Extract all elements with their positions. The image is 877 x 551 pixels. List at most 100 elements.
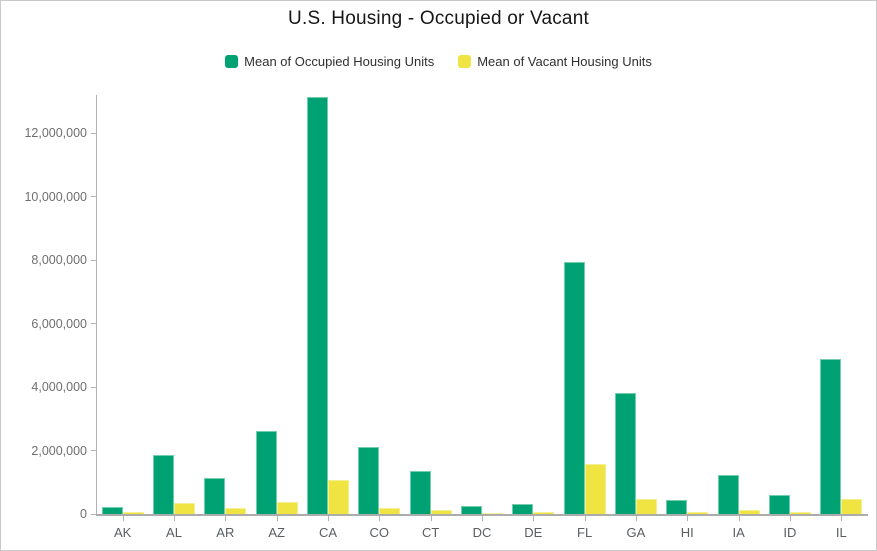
x-axis-cell-co: CO: [354, 516, 405, 548]
bar-ar-occupied[interactable]: [204, 478, 226, 514]
x-axis-tick: [635, 516, 637, 521]
bar-ga-vacant[interactable]: [635, 499, 657, 514]
x-axis-label: GA: [626, 525, 646, 540]
bar-group-ar: [200, 95, 251, 514]
bar-ca-occupied[interactable]: [306, 97, 328, 514]
x-axis-tick: [789, 516, 791, 521]
bar-group-al: [148, 95, 199, 514]
x-axis-label: FL: [577, 525, 593, 540]
bar-group-dc: [456, 95, 507, 514]
legend: Mean of Occupied Housing Units Mean of V…: [1, 54, 876, 69]
x-axis-tick: [533, 516, 535, 521]
bar-group-id: [764, 95, 815, 514]
y-axis-tick-label: 10,000,000: [24, 189, 87, 204]
x-axis-tick: [584, 516, 586, 521]
x-axis-label: CT: [421, 525, 440, 540]
bar-group-ca: [302, 95, 353, 514]
bar-ca-vacant[interactable]: [327, 480, 349, 514]
legend-item-vacant[interactable]: Mean of Vacant Housing Units: [458, 54, 652, 69]
x-axis-cell-de: DE: [508, 516, 559, 548]
bar-dc-occupied[interactable]: [460, 506, 482, 514]
y-axis-tick-label: 6,000,000: [31, 316, 87, 331]
occupied-series-swatch-icon: [225, 55, 239, 68]
x-axis-cell-ia: IA: [713, 516, 764, 548]
bar-il-vacant[interactable]: [841, 499, 863, 514]
bar-hi-vacant[interactable]: [687, 512, 709, 514]
bar-de-occupied[interactable]: [512, 504, 534, 514]
bar-group-ct: [405, 95, 456, 514]
x-axis-label: CA: [318, 525, 337, 540]
bar-ar-vacant[interactable]: [225, 508, 247, 514]
x-axis-tick: [841, 516, 843, 521]
legend-label-occupied: Mean of Occupied Housing Units: [244, 54, 435, 69]
x-axis-cell-az: AZ: [251, 516, 302, 548]
x-axis-cell-id: ID: [764, 516, 815, 548]
bar-il-occupied[interactable]: [820, 359, 842, 514]
x-axis-tick: [738, 516, 740, 521]
bar-group-co: [354, 95, 405, 514]
x-axis-label: IL: [835, 525, 847, 540]
legend-item-occupied[interactable]: Mean of Occupied Housing Units: [225, 54, 434, 69]
bar-ct-vacant[interactable]: [430, 510, 452, 514]
x-axis-cell-ak: AK: [97, 516, 148, 548]
y-axis-tick: [91, 259, 96, 261]
bar-group-ga: [610, 95, 661, 514]
x-axis-label: AK: [113, 525, 132, 540]
bar-group-ia: [713, 95, 764, 514]
x-axis-cell-hi: HI: [662, 516, 713, 548]
bar-al-occupied[interactable]: [152, 455, 174, 514]
legend-label-vacant: Mean of Vacant Housing Units: [477, 54, 652, 69]
y-axis-tick: [91, 450, 96, 451]
bar-hi-occupied[interactable]: [666, 500, 688, 514]
bar-ak-occupied[interactable]: [101, 507, 123, 514]
vacant-series-swatch-icon: [458, 55, 472, 68]
bar-group-de: [508, 95, 559, 514]
x-axis-label: HI: [680, 525, 694, 540]
bar-ga-occupied[interactable]: [614, 393, 636, 514]
bar-ak-vacant[interactable]: [122, 512, 144, 514]
bar-ia-vacant[interactable]: [738, 510, 760, 514]
x-axis-label: CO: [369, 525, 390, 540]
x-axis-tick: [481, 516, 483, 521]
x-axis-tick: [225, 516, 227, 521]
bar-group-az: [251, 95, 302, 514]
bar-ia-occupied[interactable]: [717, 475, 739, 514]
x-axis-label: IA: [732, 525, 745, 540]
x-axis-tick: [379, 516, 381, 521]
y-axis-tick-label: 0: [80, 507, 87, 521]
x-axis-label: ID: [783, 525, 797, 540]
bar-dc-vacant[interactable]: [481, 513, 503, 514]
bar-group-fl: [559, 95, 610, 514]
bar-co-vacant[interactable]: [379, 508, 401, 514]
y-axis-tick: [91, 196, 96, 198]
bar-group-il: [816, 95, 867, 514]
x-axis-tick: [122, 516, 124, 521]
bar-id-vacant[interactable]: [789, 512, 811, 514]
y-axis-line: [96, 95, 97, 515]
x-axis-tick: [687, 516, 689, 521]
x-axis-label: AZ: [268, 525, 285, 540]
x-axis-cell-ct: CT: [405, 516, 456, 548]
bar-id-occupied[interactable]: [768, 495, 790, 514]
x-axis-cell-ar: AR: [200, 516, 251, 548]
y-axis-tick: [91, 323, 96, 325]
bar-de-vacant[interactable]: [533, 512, 555, 514]
y-axis-tick-label: 2,000,000: [31, 443, 87, 458]
bar-fl-vacant[interactable]: [584, 464, 606, 514]
y-axis-tick-label: 12,000,000: [24, 126, 87, 141]
bar-ct-occupied[interactable]: [409, 471, 431, 514]
x-axis-tick: [327, 516, 329, 521]
bar-az-occupied[interactable]: [255, 431, 277, 514]
bar-co-occupied[interactable]: [358, 447, 380, 514]
bar-az-vacant[interactable]: [276, 502, 298, 514]
x-axis-tick: [173, 516, 175, 521]
bar-al-vacant[interactable]: [173, 503, 195, 514]
x-axis-label: AR: [216, 525, 235, 540]
x-axis-cell-ga: GA: [610, 516, 661, 548]
bars-area: [97, 95, 867, 514]
bar-fl-occupied[interactable]: [563, 262, 585, 514]
x-axis-cell-fl: FL: [559, 516, 610, 548]
x-axis-cell-dc: DC: [456, 516, 507, 548]
x-axis-cell-al: AL: [148, 516, 199, 548]
bar-group-hi: [662, 95, 713, 514]
